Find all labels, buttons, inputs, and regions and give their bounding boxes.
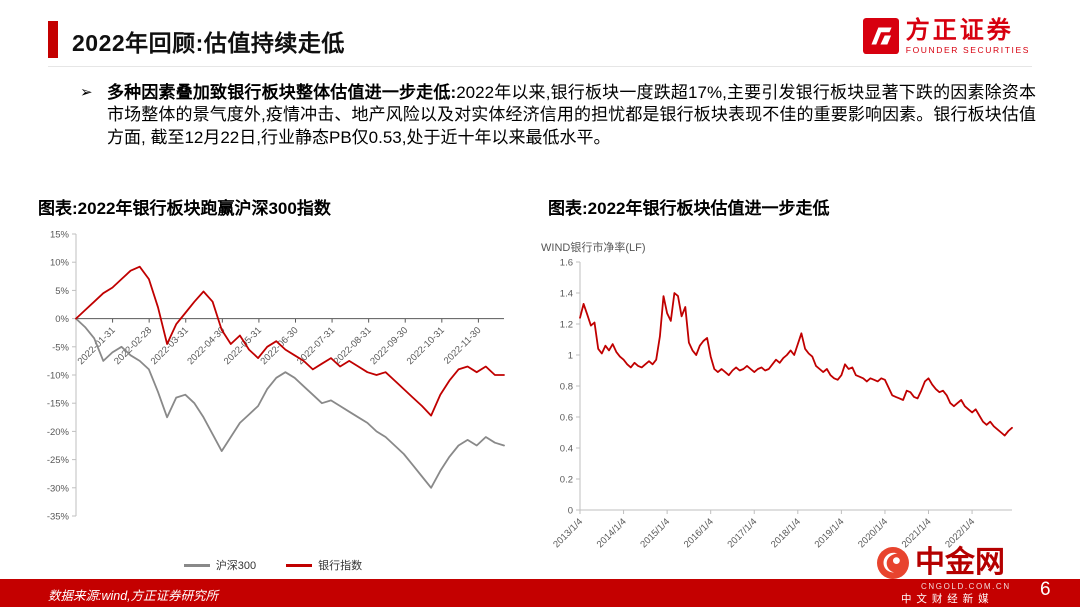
bullet-text: 多种因素叠加致银行板块整体估值进一步走低:2022年以来,银行板块一度跌超17%… — [107, 82, 1036, 149]
svg-text:-35%: -35% — [47, 512, 70, 523]
svg-text:2022-10-31: 2022-10-31 — [405, 325, 447, 367]
svg-text:2022-06-30: 2022-06-30 — [258, 325, 300, 367]
svg-text:1.2: 1.2 — [560, 320, 573, 331]
legend-item-bank-index: 银行指数 — [286, 557, 362, 573]
svg-text:2016/1/4: 2016/1/4 — [682, 516, 716, 550]
svg-text:-20%: -20% — [47, 427, 70, 438]
svg-text:0.2: 0.2 — [560, 475, 573, 486]
svg-text:-25%: -25% — [47, 455, 70, 466]
logo-text: 方正证券 FOUNDER SECURITIES — [906, 18, 1030, 55]
svg-text:10%: 10% — [50, 258, 70, 269]
chart1-title: 图表:2022年银行板块跑赢沪深300指数 — [38, 199, 331, 218]
chart1-legend: 沪深300 银行指数 — [28, 557, 518, 573]
chart1-bank-vs-csi300-line-chart: 15% 10% 5% 0% -5% -10% -15% -20% -25% -30% -35% 202… — [47, 230, 505, 523]
svg-text:2014/1/4: 2014/1/4 — [595, 516, 629, 550]
svg-text:2013/1/4: 2013/1/4 — [551, 516, 585, 550]
founder-logo-icon — [862, 18, 899, 54]
svg-text:-15%: -15% — [47, 399, 70, 410]
chart2-title: 图表:2022年银行板块估值进一步走低 — [548, 199, 830, 218]
page-number: 6 — [1040, 579, 1051, 600]
footer-bar: 数据来源:wind,方正证券研究所 — [0, 579, 1080, 607]
chart2-series-label: WIND银行市净率(LF) — [541, 242, 646, 254]
founder-securities-logo: 方正证券 FOUNDER SECURITIES — [862, 18, 1030, 55]
svg-text:2022-09-30: 2022-09-30 — [368, 325, 410, 367]
logo-subtitle: FOUNDER SECURITIES — [905, 45, 1030, 56]
svg-text:15%: 15% — [50, 230, 70, 241]
bank-index-line-swatch — [286, 563, 313, 567]
svg-text:2015/1/4: 2015/1/4 — [638, 516, 672, 550]
data-source-text: 数据来源:wind,方正证券研究所 — [48, 589, 219, 603]
svg-text:2019/1/4: 2019/1/4 — [813, 516, 847, 550]
svg-text:1.6: 1.6 — [560, 258, 573, 269]
bullet-lead: 多种因素叠加致银行板块整体估值进一步走低: — [107, 83, 457, 102]
csi300-legend-label: 沪深300 — [215, 560, 257, 572]
svg-text:2022-02-28: 2022-02-28 — [112, 325, 154, 367]
svg-text:2022-04-30: 2022-04-30 — [185, 325, 227, 367]
cngold-url: CNGOLD.COM.CN — [921, 582, 1011, 591]
svg-text:0%: 0% — [55, 314, 69, 325]
legend-item-csi300: 沪深300 — [183, 557, 257, 573]
svg-text:-30%: -30% — [47, 483, 70, 494]
svg-text:0.4: 0.4 — [560, 444, 573, 455]
svg-text:2022-05-31: 2022-05-31 — [222, 325, 264, 367]
cngold-tagline: 中 文 财 经 新 媒 — [901, 593, 990, 605]
summary-paragraph: ➢ 多种因素叠加致银行板块整体估值进一步走低:2022年以来,银行板块一度跌超1… — [80, 82, 1036, 149]
cngold-watermark: 中金网 — [876, 546, 1005, 580]
svg-text:2022-07-31: 2022-07-31 — [295, 325, 337, 367]
bank-index-legend-label: 银行指数 — [318, 560, 363, 572]
svg-text:1.4: 1.4 — [560, 289, 573, 300]
svg-text:0.6: 0.6 — [560, 413, 573, 424]
svg-text:2018/1/4: 2018/1/4 — [769, 516, 803, 550]
title-accent-bar — [48, 21, 58, 58]
page-title: 2022年回顾:估值持续走低 — [72, 30, 345, 56]
svg-text:2022-08-31: 2022-08-31 — [332, 325, 374, 367]
header-divider — [48, 66, 1032, 67]
cngold-name: 中金网 — [915, 546, 1005, 579]
svg-text:0: 0 — [568, 506, 573, 517]
svg-text:-5%: -5% — [52, 342, 69, 353]
svg-text:-10%: -10% — [47, 371, 70, 382]
svg-text:0.8: 0.8 — [560, 382, 573, 393]
logo-name: 方正证券 — [905, 17, 1014, 44]
svg-text:2022-11-30: 2022-11-30 — [442, 325, 484, 367]
svg-text:1: 1 — [568, 351, 573, 362]
bullet-body: 2022年以来,银行板块一度跌超17%,主要引发银行板块显著下跌的因素除资本市场… — [107, 83, 1036, 147]
bullet-marker: ➢ — [80, 84, 93, 101]
svg-text:2017/1/4: 2017/1/4 — [725, 516, 759, 550]
svg-text:5%: 5% — [55, 286, 69, 297]
cngold-logo-icon — [877, 547, 909, 579]
csi300-line-swatch — [183, 563, 210, 567]
svg-text:2022-03-31: 2022-03-31 — [149, 325, 191, 367]
